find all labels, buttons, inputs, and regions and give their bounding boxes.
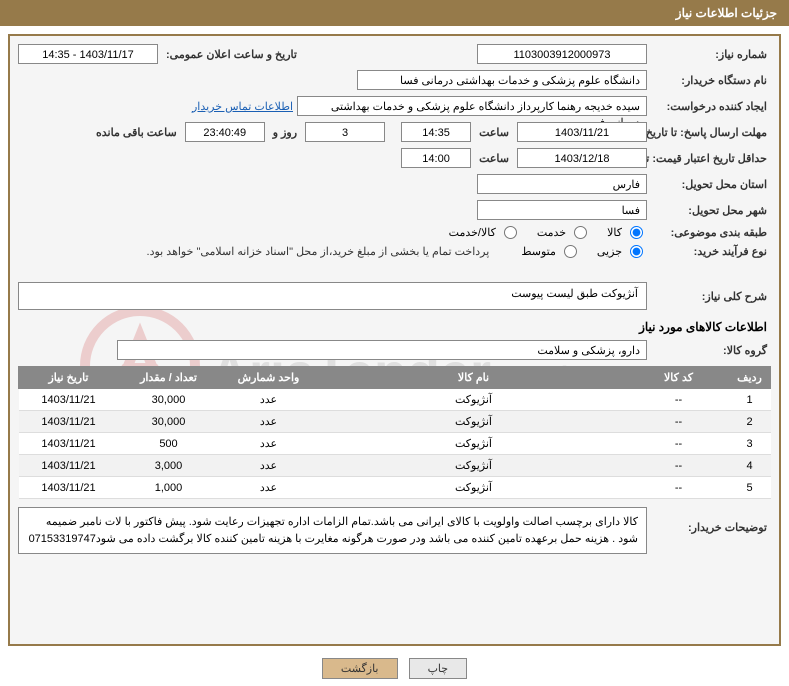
deadline-label: مهلت ارسال پاسخ: تا تاریخ: <box>651 126 771 139</box>
th-unit: واحد شمارش <box>219 367 319 389</box>
remaining-label: ساعت باقی مانده <box>92 126 181 139</box>
cell-date: 1403/11/21 <box>19 433 119 455</box>
cell-unit: عدد <box>219 477 319 499</box>
notes-text: کالا دارای برچسب اصالت واولویت با کالای … <box>18 507 647 554</box>
cell-name: آنژیوکت <box>319 411 629 433</box>
radio-khedmat[interactable] <box>574 226 587 239</box>
table-row: 3 -- آنژیوکت عدد 500 1403/11/21 <box>19 433 771 455</box>
deadline-time: 14:35 <box>401 122 471 142</box>
cell-qty: 500 <box>119 433 219 455</box>
purchase-type-label: نوع فرآیند خرید: <box>651 245 771 258</box>
th-row: ردیف <box>729 367 771 389</box>
notes-label: توضیحات خریدار: <box>651 507 771 534</box>
need-no-label: شماره نیاز: <box>651 48 771 61</box>
cell-qty: 30,000 <box>119 389 219 411</box>
cell-code: -- <box>629 411 729 433</box>
radio-kala-label: کالا <box>607 226 622 239</box>
back-button[interactable]: بازگشت <box>322 658 398 679</box>
cell-code: -- <box>629 433 729 455</box>
form-panel: AriaTender .net شماره نیاز: 110300391200… <box>8 34 781 646</box>
table-row: 1 -- آنژیوکت عدد 30,000 1403/11/21 <box>19 389 771 411</box>
cell-n: 2 <box>729 411 771 433</box>
radio-motevaset[interactable] <box>564 245 577 258</box>
province-value: فارس <box>477 174 647 194</box>
cell-n: 3 <box>729 433 771 455</box>
time-word-1: ساعت <box>475 126 513 139</box>
cell-name: آنژیوکت <box>319 455 629 477</box>
footer-buttons: چاپ بازگشت <box>0 658 789 679</box>
valid-until-date: 1403/12/18 <box>517 148 647 168</box>
th-code: کد کالا <box>629 367 729 389</box>
cell-name: آنژیوکت <box>319 389 629 411</box>
city-value: فسا <box>477 200 647 220</box>
cell-code: -- <box>629 455 729 477</box>
cell-code: -- <box>629 477 729 499</box>
time-word-2: ساعت <box>475 152 513 165</box>
days-remaining: 3 <box>305 122 385 142</box>
radio-kalakhedmat[interactable] <box>504 226 517 239</box>
cell-unit: عدد <box>219 433 319 455</box>
cell-name: آنژیوکت <box>319 477 629 499</box>
category-label: طبقه بندی موضوعی: <box>651 226 771 239</box>
items-table: ردیف کد کالا نام کالا واحد شمارش تعداد /… <box>18 366 771 499</box>
requester-value: سیده خدیجه رهنما کارپرداز دانشگاه علوم پ… <box>297 96 647 116</box>
cell-date: 1403/11/21 <box>19 411 119 433</box>
th-qty: تعداد / مقدار <box>119 367 219 389</box>
group-value: دارو، پزشکی و سلامت <box>117 340 647 360</box>
cell-code: -- <box>629 389 729 411</box>
valid-until-time: 14:00 <box>401 148 471 168</box>
cell-date: 1403/11/21 <box>19 455 119 477</box>
city-label: شهر محل تحویل: <box>651 204 771 217</box>
cell-unit: عدد <box>219 455 319 477</box>
cell-n: 1 <box>729 389 771 411</box>
page-header: جزئیات اطلاعات نیاز <box>0 0 789 26</box>
print-button[interactable]: چاپ <box>409 658 468 679</box>
announce-label: تاریخ و ساعت اعلان عمومی: <box>162 48 301 61</box>
cell-n: 4 <box>729 455 771 477</box>
desc-label: شرح کلی نیاز: <box>651 290 771 303</box>
days-and: روز و <box>269 126 301 139</box>
radio-motevaset-label: متوسط <box>521 245 556 258</box>
buyer-org-value: دانشگاه علوم پزشکی و خدمات بهداشتی درمان… <box>357 70 647 90</box>
cell-unit: عدد <box>219 389 319 411</box>
radio-kalakhedmat-label: کالا/خدمت <box>449 226 496 239</box>
items-section-title: اطلاعات کالاهای مورد نیاز <box>22 320 767 334</box>
desc-value: آنژیوکت طبق لیست پیوست <box>18 282 647 310</box>
payment-note: پرداخت تمام یا بخشی از مبلغ خرید،از محل … <box>143 245 494 258</box>
th-date: تاریخ نیاز <box>19 367 119 389</box>
cell-n: 5 <box>729 477 771 499</box>
buyer-contact-link[interactable]: اطلاعات تماس خریدار <box>192 100 293 113</box>
buyer-org-label: نام دستگاه خریدار: <box>651 74 771 87</box>
cell-date: 1403/11/21 <box>19 389 119 411</box>
countdown: 23:40:49 <box>185 122 265 142</box>
requester-label: ایجاد کننده درخواست: <box>651 100 771 113</box>
group-label: گروه کالا: <box>651 344 771 357</box>
cell-date: 1403/11/21 <box>19 477 119 499</box>
table-row: 4 -- آنژیوکت عدد 3,000 1403/11/21 <box>19 455 771 477</box>
table-row: 5 -- آنژیوکت عدد 1,000 1403/11/21 <box>19 477 771 499</box>
cell-name: آنژیوکت <box>319 433 629 455</box>
cell-unit: عدد <box>219 411 319 433</box>
cell-qty: 3,000 <box>119 455 219 477</box>
radio-jozei[interactable] <box>630 245 643 258</box>
province-label: استان محل تحویل: <box>651 178 771 191</box>
radio-kala[interactable] <box>630 226 643 239</box>
cell-qty: 1,000 <box>119 477 219 499</box>
radio-khedmat-label: خدمت <box>537 226 566 239</box>
valid-until-label: حداقل تاریخ اعتبار قیمت: تا تاریخ: <box>651 152 771 165</box>
deadline-date: 1403/11/21 <box>517 122 647 142</box>
announce-value: 1403/11/17 - 14:35 <box>18 44 158 64</box>
radio-jozei-label: جزیی <box>597 245 622 258</box>
cell-qty: 30,000 <box>119 411 219 433</box>
th-name: نام کالا <box>319 367 629 389</box>
table-row: 2 -- آنژیوکت عدد 30,000 1403/11/21 <box>19 411 771 433</box>
need-no-value: 1103003912000973 <box>477 44 647 64</box>
